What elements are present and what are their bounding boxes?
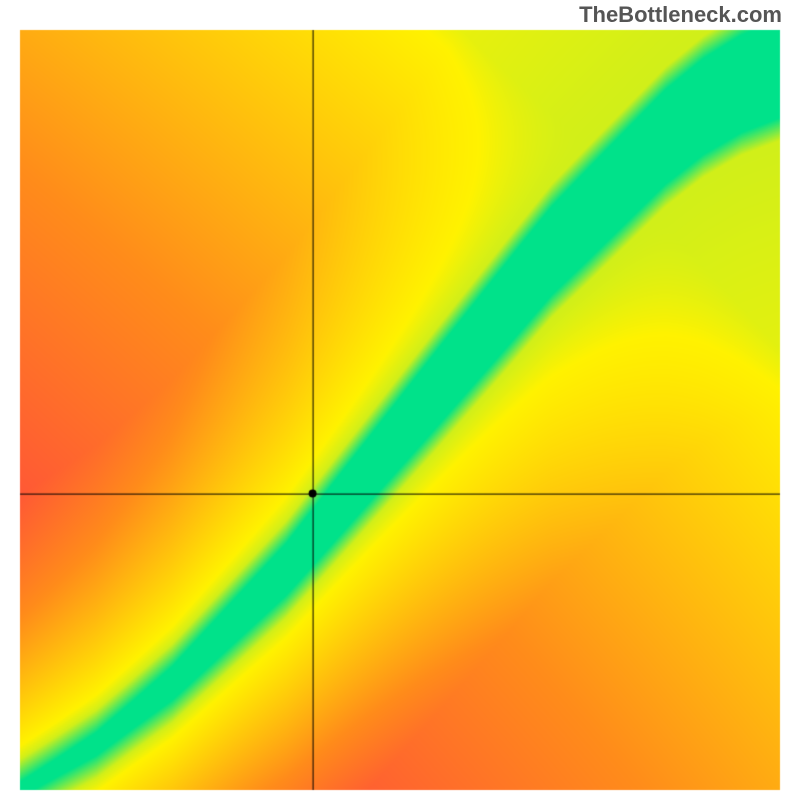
watermark-text: TheBottleneck.com	[579, 2, 782, 28]
heatmap-plot	[0, 0, 800, 800]
